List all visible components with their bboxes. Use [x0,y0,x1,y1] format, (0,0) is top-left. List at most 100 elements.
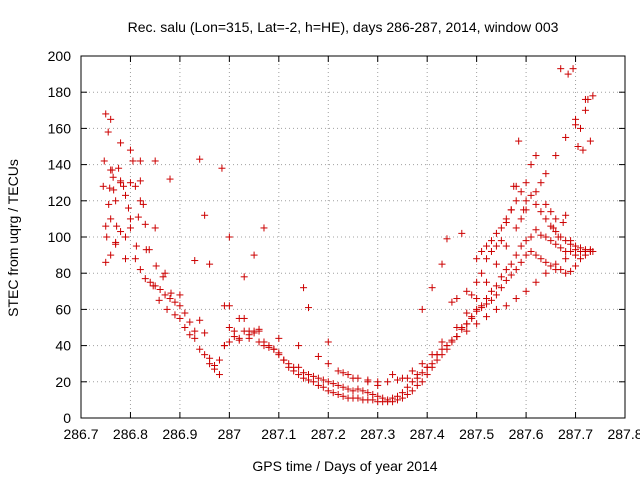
data-point [115,164,123,172]
data-point [473,255,481,263]
data-point [389,371,397,379]
data-point [112,197,120,205]
data-point [136,157,144,165]
y-tick-label: 180 [48,84,72,100]
data-point [584,95,592,103]
data-point [487,247,495,255]
data-point [581,246,589,254]
data-point [463,287,471,295]
data-point [564,70,572,78]
data-point [552,215,560,223]
data-point [492,305,500,313]
data-point [112,238,120,246]
data-point [517,215,525,223]
data-point [191,327,199,335]
data-point [507,271,515,279]
data-point [106,184,114,192]
data-point [428,351,436,359]
data-point [290,367,298,375]
data-point [201,211,209,219]
data-point [250,251,258,259]
data-point [240,314,248,322]
data-point [349,387,357,395]
data-point [413,381,421,389]
data-point [161,291,169,299]
data-point [394,376,402,384]
y-tick-label: 40 [55,338,71,354]
data-point [497,224,505,232]
data-point [191,257,199,265]
x-tick-label: 287.7 [558,426,593,442]
data-point [537,231,545,239]
data-point [473,278,481,286]
data-point [418,360,426,368]
data-point [369,396,377,404]
data-point [176,314,184,322]
data-point [218,164,226,172]
data-point [468,313,476,321]
data-point [359,387,367,395]
y-tick-label: 100 [48,229,72,245]
data-point [215,356,223,364]
data-point [512,251,520,259]
data-point [314,381,322,389]
data-point [448,298,456,306]
data-point [552,260,560,268]
data-point [547,262,555,270]
y-tick-label: 160 [48,120,72,136]
x-tick-label: 287 [218,426,242,442]
data-point [146,278,154,286]
data-point [527,191,535,199]
data-point [473,295,481,303]
data-point [304,304,312,312]
data-point [126,224,134,232]
data-point [502,242,510,250]
data-point [319,376,327,384]
axis-ticks [80,55,626,419]
data-point [167,289,175,297]
data-point [100,157,108,165]
data-point [552,152,560,160]
data-point [230,327,238,335]
data-point [572,121,580,129]
data-point [542,200,550,208]
data-point [492,229,500,237]
data-point [572,262,580,270]
data-point [225,233,233,241]
data-point [502,266,510,274]
data-point [517,242,525,250]
y-tick-label: 20 [55,374,71,390]
data-point [515,137,523,145]
data-point [339,392,347,400]
data-point [492,260,500,268]
data-point [537,179,545,187]
data-point [245,334,253,342]
data-point [557,233,565,241]
x-tick-label: 287.1 [261,426,296,442]
data-point [562,133,570,141]
x-tick-label: 287.2 [311,426,346,442]
data-point [579,146,587,154]
data-point [107,215,115,223]
data-point [324,387,332,395]
data-point [487,287,495,295]
data-point [120,182,128,190]
y-tick-label: 140 [48,157,72,173]
data-point [275,334,283,342]
data-point [126,179,134,187]
x-tick-label: 286.9 [162,426,197,442]
data-point [453,333,461,341]
data-point [389,398,397,406]
data-point [225,338,233,346]
data-point [201,351,209,359]
data-point [354,394,362,402]
data-point [285,363,293,371]
data-point [517,258,525,266]
data-point [159,273,167,281]
data-point [171,311,179,319]
data-point [155,296,163,304]
data-point [166,295,174,303]
data-point [497,284,505,292]
data-point [423,363,431,371]
data-point [532,251,540,259]
